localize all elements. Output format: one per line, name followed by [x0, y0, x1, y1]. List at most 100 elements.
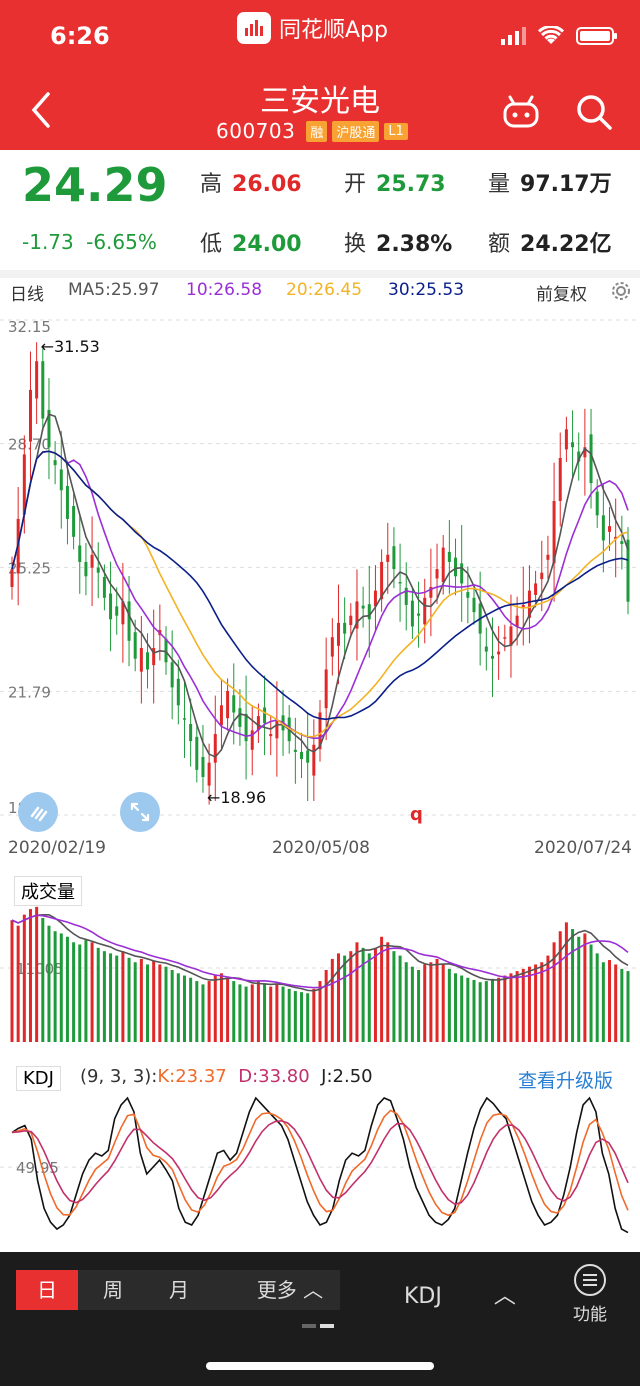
volume-bar: [417, 970, 421, 1042]
volume-bar: [275, 984, 279, 1042]
search-icon[interactable]: [574, 92, 614, 132]
volume-bar: [312, 988, 316, 1042]
volume-bar: [238, 984, 242, 1042]
status-time: 6:26: [50, 22, 110, 50]
low-marker: ←18.96: [207, 788, 266, 807]
candle-body: [497, 651, 501, 655]
candle-body: [133, 632, 137, 659]
back-button[interactable]: [22, 88, 62, 132]
volume-bar: [595, 953, 599, 1042]
volume-bar: [626, 971, 630, 1042]
ma20-value: 20:26.45: [286, 280, 363, 300]
volume-bar: [90, 942, 94, 1042]
fullscreen-button[interactable]: [120, 792, 160, 832]
period-month[interactable]: 月: [169, 1278, 189, 1302]
volume-bar: [152, 961, 156, 1042]
period-day[interactable]: 日: [16, 1270, 78, 1310]
change-amount: -1.73: [22, 230, 74, 254]
candle-body: [534, 583, 538, 595]
battery-icon: [576, 27, 617, 45]
volume-y-label: 11005: [16, 960, 64, 978]
candle-body: [386, 554, 390, 562]
volume-bar: [269, 986, 273, 1042]
volume-bar: [133, 962, 137, 1042]
candle-body: [490, 655, 494, 659]
adjust-toggle[interactable]: 前复权: [536, 285, 587, 305]
signal-icon: [501, 27, 526, 45]
volume-bar: [300, 992, 304, 1042]
volume-bar: [28, 909, 32, 1042]
volume-bar: [527, 966, 531, 1042]
volume-bar: [447, 968, 451, 1042]
volume-bar: [53, 931, 57, 1042]
volume-bar: [176, 973, 180, 1042]
expand-arrows-icon: [130, 802, 150, 822]
candle-body: [53, 460, 57, 466]
volume-label[interactable]: 成交量: [14, 876, 82, 906]
candle-body: [454, 557, 458, 577]
candle-body: [219, 705, 223, 726]
kdj-label[interactable]: KDJ: [16, 1066, 61, 1091]
candle-body: [256, 716, 260, 731]
volume-bar: [109, 953, 113, 1042]
volume-bar: [404, 962, 408, 1042]
gear-icon[interactable]: [610, 280, 632, 302]
date-mid: 2020/05/08: [272, 838, 370, 858]
candle-body: [35, 361, 39, 399]
candle-body: [484, 646, 488, 652]
candle-body: [527, 590, 531, 618]
candle-body: [139, 647, 143, 672]
period-week[interactable]: 周: [103, 1278, 123, 1302]
volume-bar: [115, 955, 119, 1042]
indicator-selector[interactable]: KDJ ︿: [404, 1284, 516, 1309]
candle-body: [324, 669, 328, 709]
candle-body: [102, 576, 106, 598]
tag-level: L1: [384, 122, 408, 140]
volume-chart[interactable]: 11005: [0, 868, 640, 1044]
upgrade-link[interactable]: 查看升级版: [518, 1070, 614, 1092]
candle-body: [558, 457, 562, 502]
expand-panel-button[interactable]: [18, 792, 58, 832]
period-more[interactable]: 更多 ︿: [256, 1278, 324, 1302]
candle-body: [65, 485, 69, 519]
volume-bar: [256, 981, 260, 1042]
kline-type[interactable]: 日线: [10, 285, 44, 305]
ma5-line: [11, 413, 629, 758]
robot-assistant-icon[interactable]: [500, 94, 542, 130]
candle-body: [367, 604, 371, 620]
kdj-chart[interactable]: 49.95: [0, 1062, 640, 1238]
volume-bar: [521, 968, 525, 1042]
candle-body: [250, 730, 254, 750]
volume-bar: [158, 964, 162, 1042]
quote-panel: 24.29 -1.73 -6.65% 高 26.06 低 24.00 开 25.73 …: [0, 150, 640, 270]
candle-body: [589, 434, 593, 484]
candle-body: [207, 762, 211, 786]
volume-bar: [497, 977, 501, 1042]
ma10-value: 10:26.58: [186, 280, 263, 300]
volume-bar: [41, 917, 45, 1042]
candle-body: [392, 546, 396, 570]
volume-bar: [503, 975, 507, 1042]
home-indicator[interactable]: [206, 1362, 434, 1370]
candle-body: [398, 582, 402, 584]
volume-bar: [441, 964, 445, 1042]
candle-body: [330, 637, 334, 657]
candle-body: [626, 539, 630, 602]
candle-body: [189, 723, 193, 742]
volume-bar: [454, 973, 458, 1042]
candle-body: [509, 626, 513, 646]
volume-bar: [78, 944, 82, 1042]
function-button[interactable]: 功能: [568, 1264, 612, 1325]
candle-body: [109, 593, 113, 620]
candle-body: [312, 744, 316, 776]
volume-bar: [96, 947, 100, 1042]
chevron-up-icon: ︿: [303, 1278, 324, 1302]
candle-body: [404, 587, 408, 605]
volume-bar: [373, 947, 377, 1042]
volume-bar: [509, 973, 513, 1042]
candle-body: [349, 615, 353, 626]
volume-bar: [423, 964, 427, 1042]
candle-body: [84, 561, 88, 577]
quote-amount: 额 24.22亿: [488, 232, 612, 257]
